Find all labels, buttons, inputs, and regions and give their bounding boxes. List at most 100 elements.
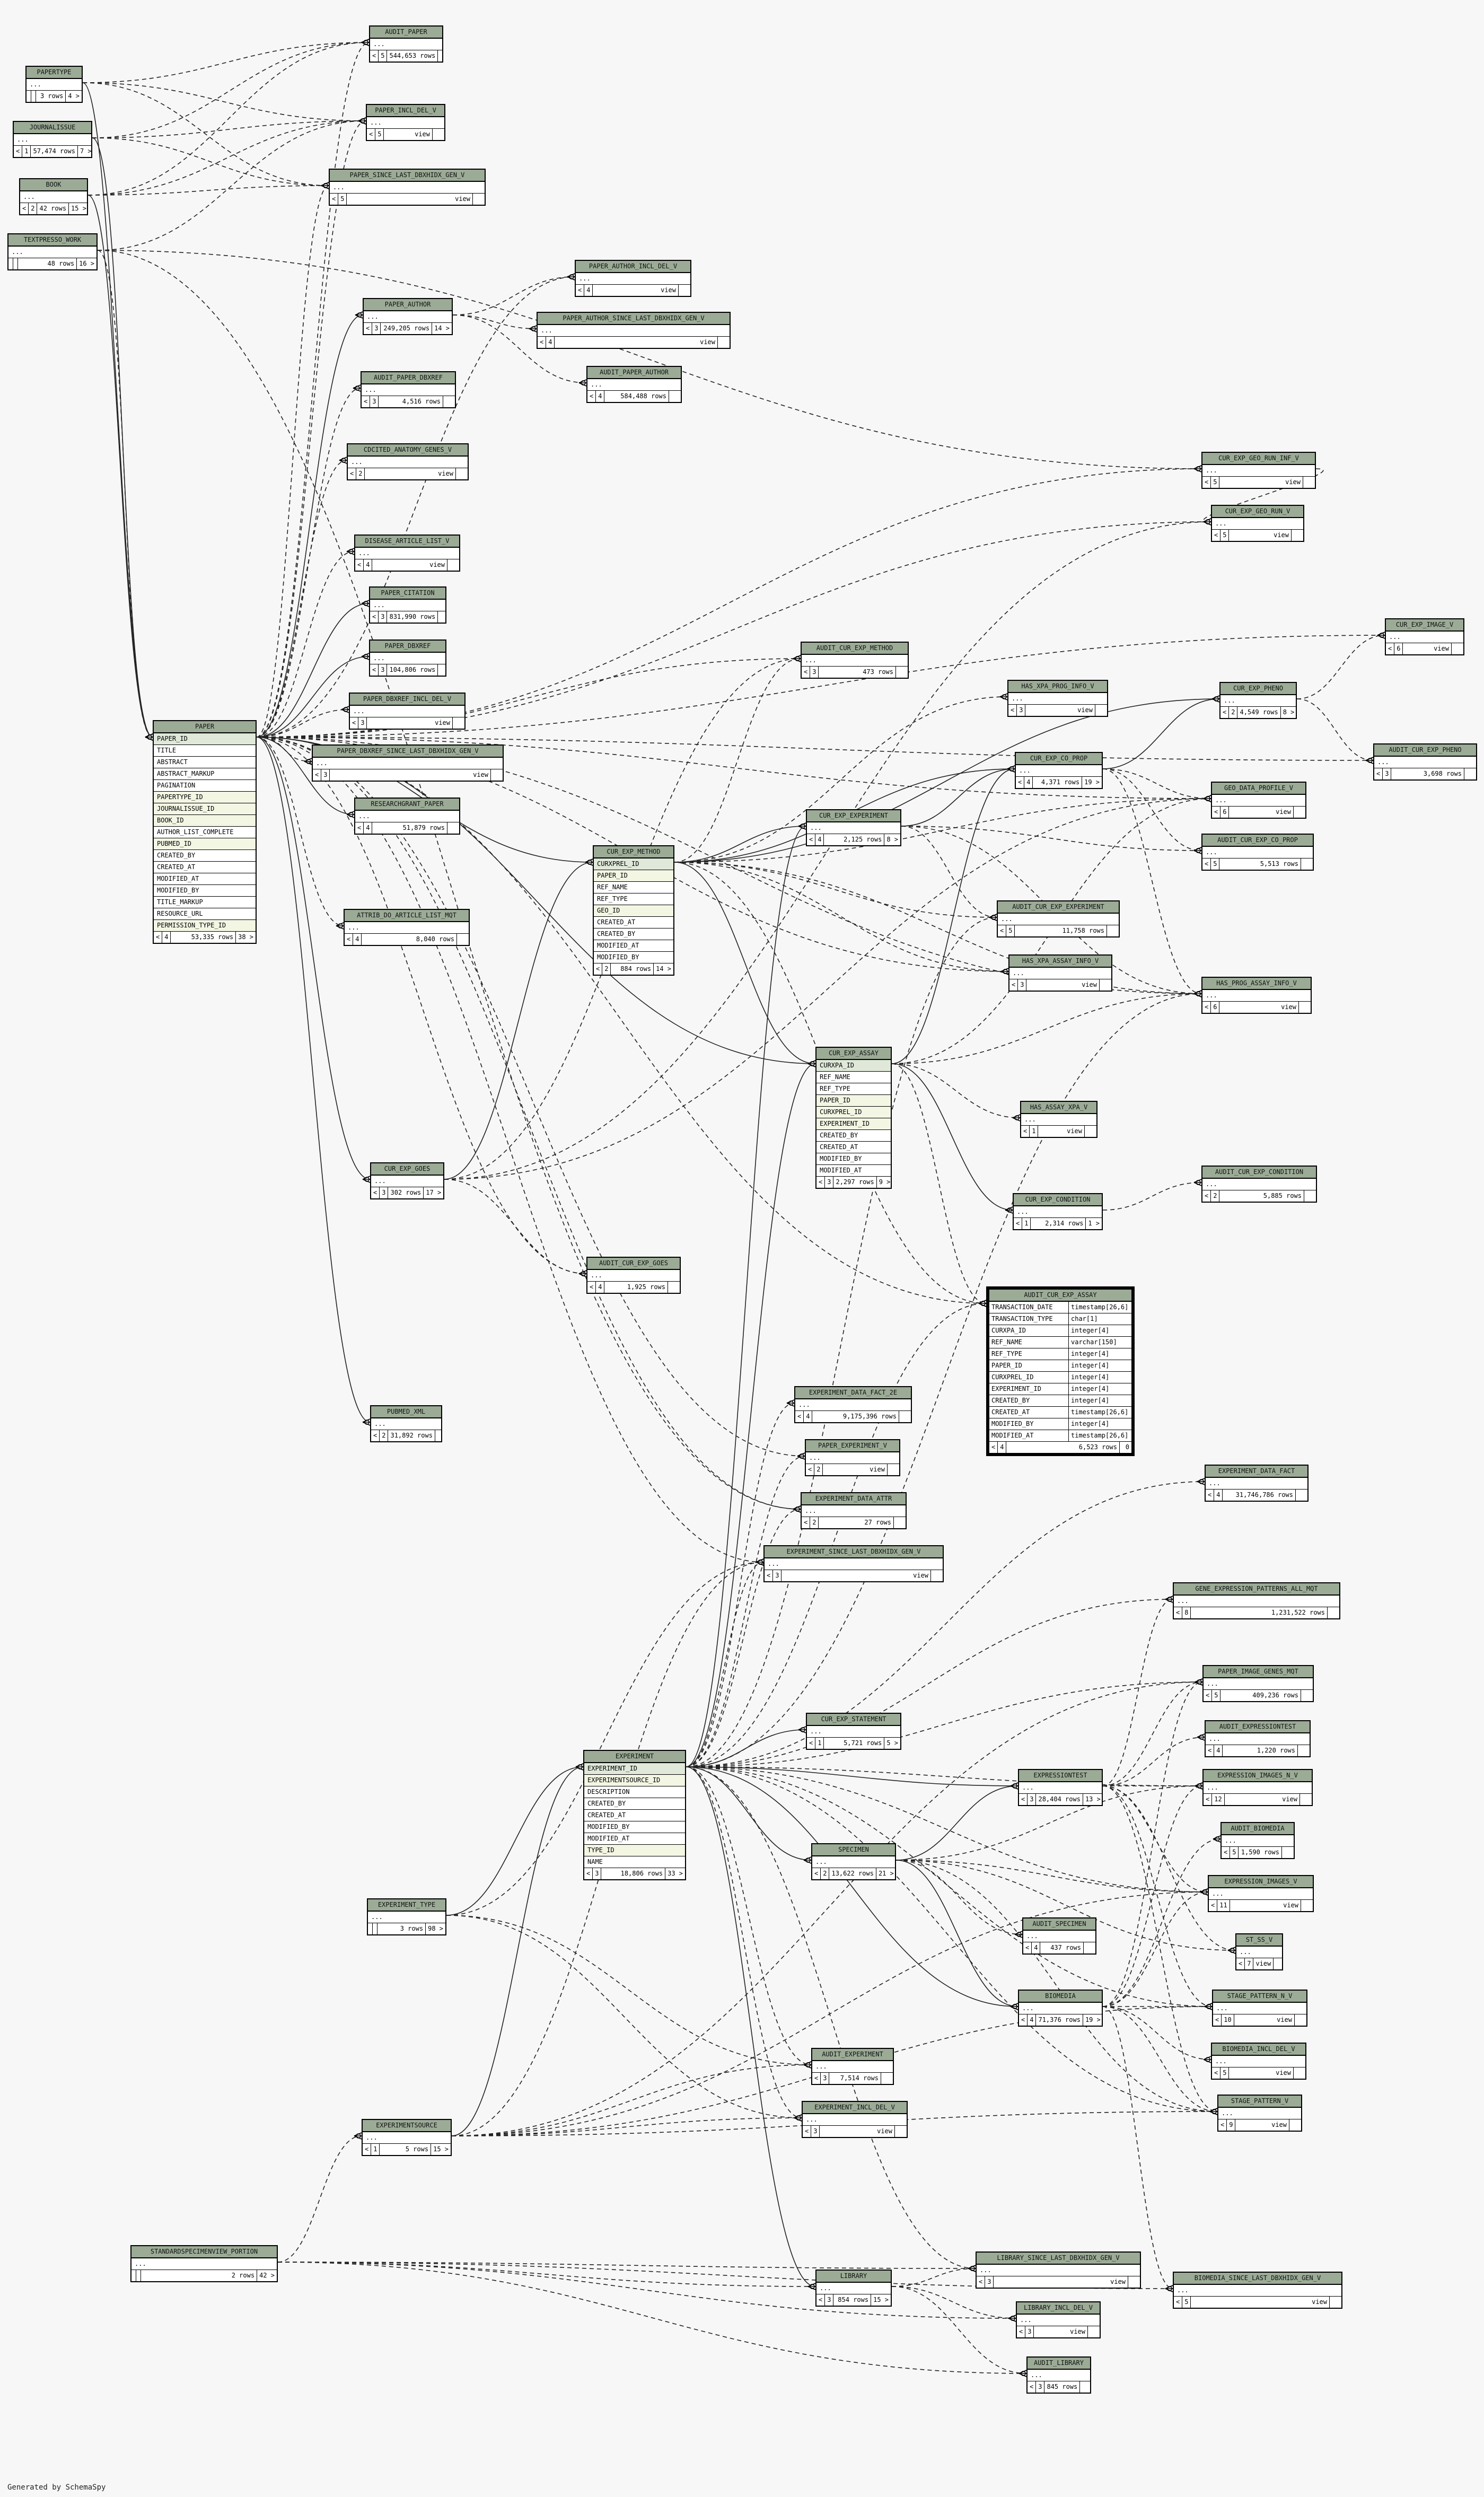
parent-count[interactable]: <: [1204, 1690, 1213, 1701]
column-...[interactable]: ...: [1213, 2003, 1306, 2014]
column-...[interactable]: ...: [1204, 1782, 1312, 1794]
child-count[interactable]: 15 >: [873, 2296, 889, 2303]
parent-count[interactable]: <: [370, 611, 379, 623]
parent-count[interactable]: <: [1202, 1190, 1211, 1202]
table-name[interactable]: AUDIT_EXPRESSIONTEST: [1206, 1721, 1310, 1733]
parent-count[interactable]: <: [364, 323, 373, 334]
table-name[interactable]: DISEASE_ARTICLE_LIST_V: [355, 536, 459, 548]
child-count[interactable]: [718, 337, 730, 348]
child-count[interactable]: [1301, 1900, 1313, 1911]
table-experimentsource[interactable]: EXPERIMENTSOURCE... <1 5 rows 15 >: [362, 2119, 452, 2156]
table-name[interactable]: HAS_PROG_ASSAY_INFO_V: [1202, 978, 1311, 990]
table-standardspecimenview-portion[interactable]: STANDARDSPECIMENVIEW_PORTION... 2 rows 42 …: [130, 2245, 278, 2282]
column-...[interactable]: ...: [370, 600, 445, 611]
child-count[interactable]: [1301, 1690, 1313, 1701]
child-count[interactable]: [433, 129, 444, 140]
table-name[interactable]: CUR_EXP_GEO_RUN_V: [1212, 506, 1303, 518]
parent-count[interactable]: <: [587, 1282, 596, 1293]
column-created-at[interactable]: CREATED_AT: [594, 917, 673, 928]
table-researchgrant-paper[interactable]: RESEARCHGRANT_PAPER... <4 51,879 rows: [354, 798, 460, 835]
child-count[interactable]: 7 >: [80, 147, 92, 155]
child-count[interactable]: [669, 391, 681, 402]
column-...[interactable]: ...: [370, 39, 442, 50]
column-curxprel-id[interactable]: CURXPREL_ID: [594, 858, 673, 870]
child-count[interactable]: 15 >: [71, 205, 86, 212]
table-paper-citation[interactable]: PAPER_CITATION... <3 831,990 rows: [369, 586, 446, 624]
child-count[interactable]: [1128, 2276, 1140, 2288]
column-...[interactable]: ...: [998, 914, 1119, 925]
table-experiment-type[interactable]: EXPERIMENT_TYPE... 3 rows 98 >: [367, 1898, 446, 1935]
child-count[interactable]: 42 >: [259, 2272, 275, 2279]
table-biomedia-since-last-dbxhidx-gen-v[interactable]: BIOMEDIA_SINCE_LAST_DBXHIDX_GEN_V... <5 vi…: [1173, 2272, 1342, 2309]
table-audit-experiment[interactable]: AUDIT_EXPERIMENT... <3 7,514 rows: [811, 2048, 894, 2085]
parent-count[interactable]: <: [989, 1442, 998, 1453]
column-...[interactable]: ...: [313, 758, 503, 769]
column-...[interactable]: ...: [1017, 2315, 1100, 2326]
column-experiment-id[interactable]: EXPERIMENT_ID: [584, 1763, 685, 1775]
parent-count[interactable]: <: [371, 1187, 380, 1198]
table-name[interactable]: LIBRARY_SINCE_LAST_DBXHIDX_GEN_V: [977, 2253, 1140, 2265]
table-name[interactable]: CUR_EXP_CO_PROP: [1016, 753, 1102, 765]
child-count[interactable]: [1294, 2067, 1305, 2079]
table-name[interactable]: EXPRESSION_IMAGES_V: [1209, 1876, 1313, 1888]
column-...[interactable]: ...: [364, 311, 452, 323]
child-count[interactable]: [668, 1282, 680, 1293]
table-attrib-do-article-list-mqt[interactable]: ATTRIB_DO_ARTICLE_LIST_MQT... <4 8,040 row…: [344, 909, 470, 946]
table-name[interactable]: CUR_EXP_CONDITION: [1014, 1194, 1102, 1206]
table-name[interactable]: CUR_EXP_STATEMENT: [807, 1714, 900, 1726]
table-name[interactable]: AUDIT_CUR_EXP_CO_PROP: [1202, 835, 1313, 847]
table-has-xpa-assay-info-v[interactable]: HAS_XPA_ASSAY_INFO_V... <3 view: [1008, 954, 1112, 992]
table-cur-exp-goes[interactable]: CUR_EXP_GOES... <3 302 rows 17 >: [370, 1162, 444, 1199]
column-...[interactable]: ...: [1236, 1947, 1282, 1958]
column-...[interactable]: ...: [1202, 1179, 1316, 1190]
column-...[interactable]: ...: [8, 247, 96, 258]
child-count[interactable]: [491, 769, 503, 781]
child-count[interactable]: [1328, 1607, 1339, 1618]
column-name[interactable]: NAME: [584, 1856, 685, 1868]
table-name[interactable]: PAPER_EXPERIMENT_V: [806, 1440, 899, 1452]
parent-count[interactable]: <: [371, 1430, 380, 1441]
child-count[interactable]: [447, 559, 459, 571]
child-count[interactable]: 13 >: [1085, 1795, 1101, 1803]
parent-count[interactable]: <: [998, 925, 1007, 936]
table-has-xpa-prog-info-v[interactable]: HAS_XPA_PROG_INFO_V... <3 view: [1007, 680, 1108, 717]
table-paper[interactable]: PAPER PAPER_ID TITLE ABSTRACT ABSTRACT_MARKU…: [153, 720, 257, 944]
child-count[interactable]: 14 >: [434, 325, 450, 332]
parent-count[interactable]: <: [816, 1177, 826, 1188]
child-count[interactable]: [438, 664, 450, 676]
child-count[interactable]: [1330, 2297, 1341, 2308]
column-curxprel-id[interactable]: CURXPREL_ID integer[4]: [989, 1372, 1131, 1383]
column-modified-at[interactable]: MODIFIED_AT: [594, 940, 673, 952]
child-count[interactable]: [1296, 1490, 1307, 1501]
parent-count[interactable]: <: [1202, 858, 1211, 870]
child-count[interactable]: 19 >: [1085, 2016, 1101, 2023]
table-name[interactable]: EXPRESSION_IMAGES_N_V: [1204, 1770, 1312, 1782]
child-count[interactable]: 9 >: [879, 1178, 891, 1186]
column-created-at[interactable]: CREATED_AT: [816, 1142, 891, 1153]
column-...[interactable]: ...: [807, 1726, 900, 1738]
parent-count[interactable]: <: [348, 468, 357, 479]
child-count[interactable]: [1080, 2381, 1092, 2393]
column-...[interactable]: ...: [538, 325, 730, 337]
table-audit-specimen[interactable]: AUDIT_SPECIMEN... <4 437 rows: [1022, 1917, 1096, 1955]
parent-count[interactable]: <: [795, 1411, 804, 1422]
column-paper-id[interactable]: PAPER_ID integer[4]: [989, 1360, 1131, 1372]
column-modified-by[interactable]: MODIFIED_BY integer[4]: [989, 1418, 1131, 1430]
column-...[interactable]: ...: [1016, 765, 1102, 777]
parent-count[interactable]: <: [370, 50, 379, 62]
parent-count[interactable]: <: [14, 146, 23, 157]
column-journalissue-id[interactable]: JOURNALISSUE_ID: [154, 803, 256, 815]
parent-count[interactable]: <: [802, 1517, 811, 1528]
parent-count[interactable]: <: [350, 717, 359, 729]
table-cur-exp-geo-run-v[interactable]: CUR_EXP_GEO_RUN_V... <5 view: [1211, 505, 1304, 542]
column-transaction-type[interactable]: TRANSACTION_TYPE char[1]: [989, 1313, 1131, 1325]
table-name[interactable]: HAS_XPA_ASSAY_INFO_V: [1009, 956, 1111, 968]
child-count[interactable]: [453, 717, 464, 729]
child-count[interactable]: [1301, 858, 1313, 870]
parent-count[interactable]: <: [1218, 2119, 1227, 2131]
table-name[interactable]: AUDIT_CUR_EXP_PHENO: [1374, 744, 1476, 757]
table-name[interactable]: EXPERIMENT_INCL_DEL_V: [803, 2102, 907, 2114]
column-...[interactable]: ...: [348, 457, 468, 468]
table-name[interactable]: EXPERIMENT_DATA_FACT_2E: [795, 1387, 911, 1399]
table-name[interactable]: ATTRIB_DO_ARTICLE_LIST_MQT: [345, 910, 469, 922]
